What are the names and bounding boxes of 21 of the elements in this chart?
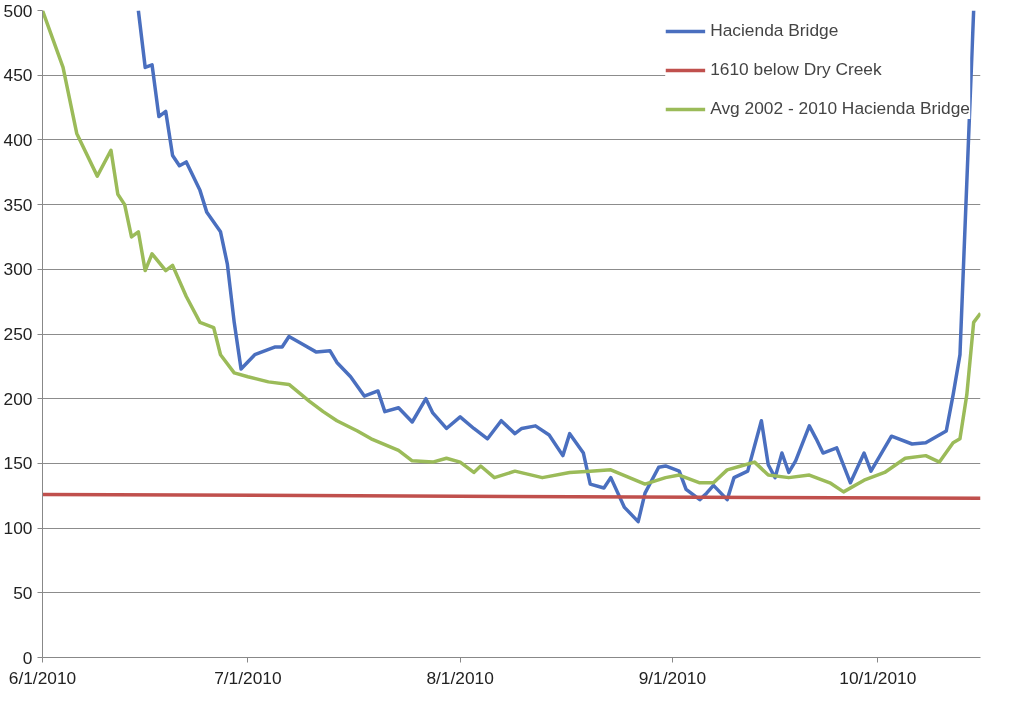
legend-label: Avg 2002 - 2010 Hacienda Bridge [710,98,970,119]
y-tick-label: 250 [3,324,33,344]
x-tick-label: 8/1/2010 [426,667,494,688]
y-tick-label: 150 [3,453,33,474]
y-tick-label: 0 [22,647,33,668]
line-series [136,10,976,524]
y-tick-label: 400 [3,129,33,150]
x-tick-label: 7/1/2010 [214,667,282,688]
y-tick-label: 350 [3,194,33,215]
line-series [42,10,981,494]
y-tick-label: 50 [13,582,33,603]
y-tick-label: 300 [3,259,33,280]
y-tick-label: 100 [3,518,33,539]
legend-label: Hacienda Bridge [710,20,839,41]
x-tick-label: 9/1/2010 [638,667,707,688]
x-tick-label: 10/1/2010 [839,667,917,688]
y-tick-label: 200 [3,388,33,409]
x-tick-label: 6/1/2010 [8,667,77,688]
y-tick-label: 500 [3,0,33,21]
legend-label: 1610 below Dry Creek [710,59,882,80]
y-tick-label: 450 [3,65,33,86]
